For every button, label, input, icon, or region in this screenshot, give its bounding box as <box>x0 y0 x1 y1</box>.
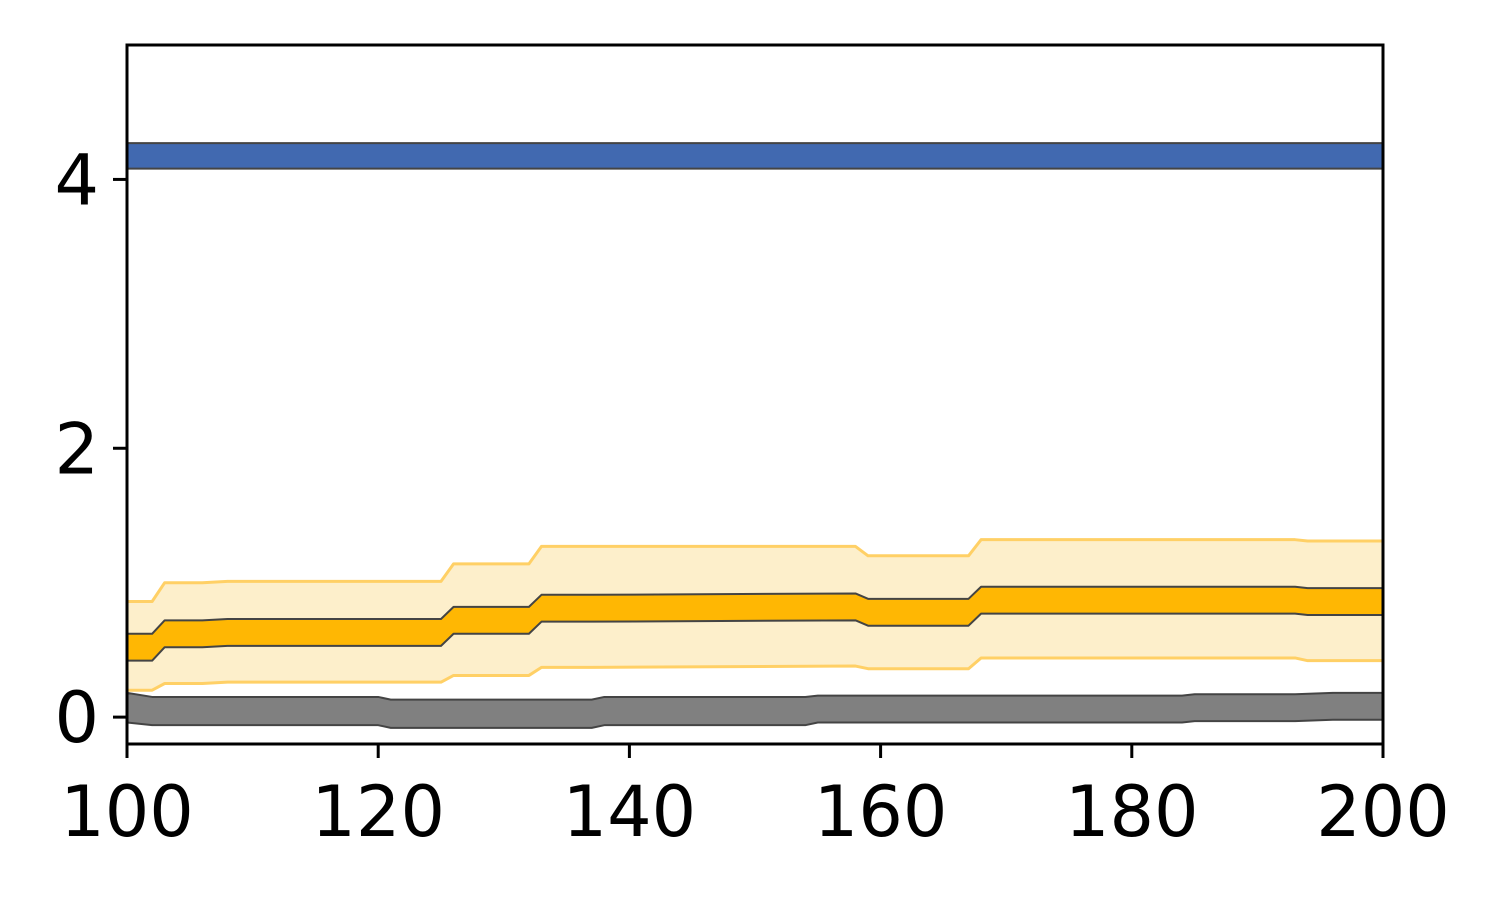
y-tick-label: 0 <box>54 677 99 759</box>
series-1-group <box>127 538 1383 692</box>
y-tick-label: 4 <box>54 139 99 221</box>
series-1-band <box>127 585 1383 662</box>
series-layer <box>127 142 1383 729</box>
series-0-group <box>127 142 1383 170</box>
x-tick-label: 100 <box>60 771 194 853</box>
y-tick-label: 2 <box>54 408 99 490</box>
x-tick-label: 180 <box>1065 771 1199 853</box>
x-tick-label: 140 <box>563 771 697 853</box>
x-tick-label: 160 <box>814 771 948 853</box>
x-tick-label: 120 <box>311 771 445 853</box>
series-2-group <box>127 691 1383 729</box>
axes-frame <box>125 43 1385 746</box>
series-0-band <box>127 142 1383 170</box>
series-2-band <box>127 691 1383 729</box>
axes-layer: 100 120 140 160 180 200 0 2 4 <box>54 43 1450 853</box>
x-tick-label: 200 <box>1316 771 1450 853</box>
